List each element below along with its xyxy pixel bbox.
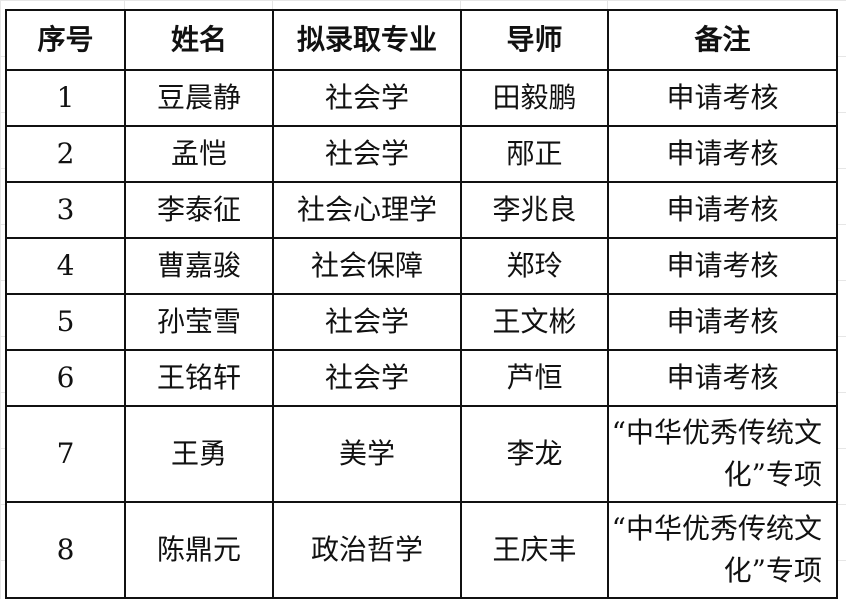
header-row: 序号 姓名 拟录取专业 导师 备注 (5, 9, 838, 71)
cell-note: 申请考核 (607, 125, 838, 183)
cell-advisor: 邴正 (460, 125, 609, 183)
table-row: 4 曹嘉骏 社会保障 郑玲 申请考核 (5, 237, 838, 295)
cell-major: 社会保障 (272, 237, 462, 295)
cell-index: 3 (5, 181, 126, 239)
cell-note: 申请考核 (607, 69, 838, 127)
cell-index: 2 (5, 125, 126, 183)
cell-advisor: 王庆丰 (460, 501, 609, 599)
cell-name: 王铭轩 (124, 349, 274, 407)
cell-name: 豆晨静 (124, 69, 274, 127)
cell-major: 社会学 (272, 293, 462, 351)
header-major: 拟录取专业 (272, 9, 462, 71)
cell-note: 申请考核 (607, 181, 838, 239)
header-advisor: 导师 (460, 9, 609, 71)
table-row: 6 王铭轩 社会学 芦恒 申请考核 (5, 349, 838, 407)
cell-note: “中华优秀传统文化”专项 (607, 501, 838, 599)
table-row: 8 陈鼎元 政治哲学 王庆丰 “中华优秀传统文化”专项 (5, 501, 838, 599)
cell-note: 申请考核 (607, 349, 838, 407)
table-row: 3 李泰征 社会心理学 李兆良 申请考核 (5, 181, 838, 239)
cell-major: 美学 (272, 405, 462, 503)
cell-name: 孟恺 (124, 125, 274, 183)
cell-index: 8 (5, 501, 126, 599)
cell-major: 政治哲学 (272, 501, 462, 599)
table-row: 2 孟恺 社会学 邴正 申请考核 (5, 125, 838, 183)
cell-index: 7 (5, 405, 126, 503)
cell-note: 申请考核 (607, 293, 838, 351)
header-index: 序号 (5, 9, 126, 71)
cell-name: 李泰征 (124, 181, 274, 239)
cell-advisor: 王文彬 (460, 293, 609, 351)
cell-advisor: 李兆良 (460, 181, 609, 239)
cell-index: 4 (5, 237, 126, 295)
cell-major: 社会学 (272, 125, 462, 183)
cell-name: 孙莹雪 (124, 293, 274, 351)
table-row: 7 王勇 美学 李龙 “中华优秀传统文化”专项 (5, 405, 838, 503)
header-note: 备注 (607, 9, 838, 71)
cell-name: 王勇 (124, 405, 274, 503)
cell-advisor: 芦恒 (460, 349, 609, 407)
cell-index: 5 (5, 293, 126, 351)
cell-major: 社会学 (272, 69, 462, 127)
admission-table: 序号 姓名 拟录取专业 导师 备注 1 豆晨静 社会学 田毅鹏 申请考核 2 孟恺 社会学 邴正… (5, 9, 838, 599)
table-row: 5 孙莹雪 社会学 王文彬 申请考核 (5, 293, 838, 351)
cell-major: 社会学 (272, 349, 462, 407)
cell-note: 申请考核 (607, 237, 838, 295)
header-name: 姓名 (124, 9, 274, 71)
cell-major: 社会心理学 (272, 181, 462, 239)
cell-advisor: 郑玲 (460, 237, 609, 295)
cell-index: 6 (5, 349, 126, 407)
cell-advisor: 田毅鹏 (460, 69, 609, 127)
cell-name: 陈鼎元 (124, 501, 274, 599)
cell-name: 曹嘉骏 (124, 237, 274, 295)
cell-note: “中华优秀传统文化”专项 (607, 405, 838, 503)
table-row: 1 豆晨静 社会学 田毅鹏 申请考核 (5, 69, 838, 127)
cell-advisor: 李龙 (460, 405, 609, 503)
cell-index: 1 (5, 69, 126, 127)
